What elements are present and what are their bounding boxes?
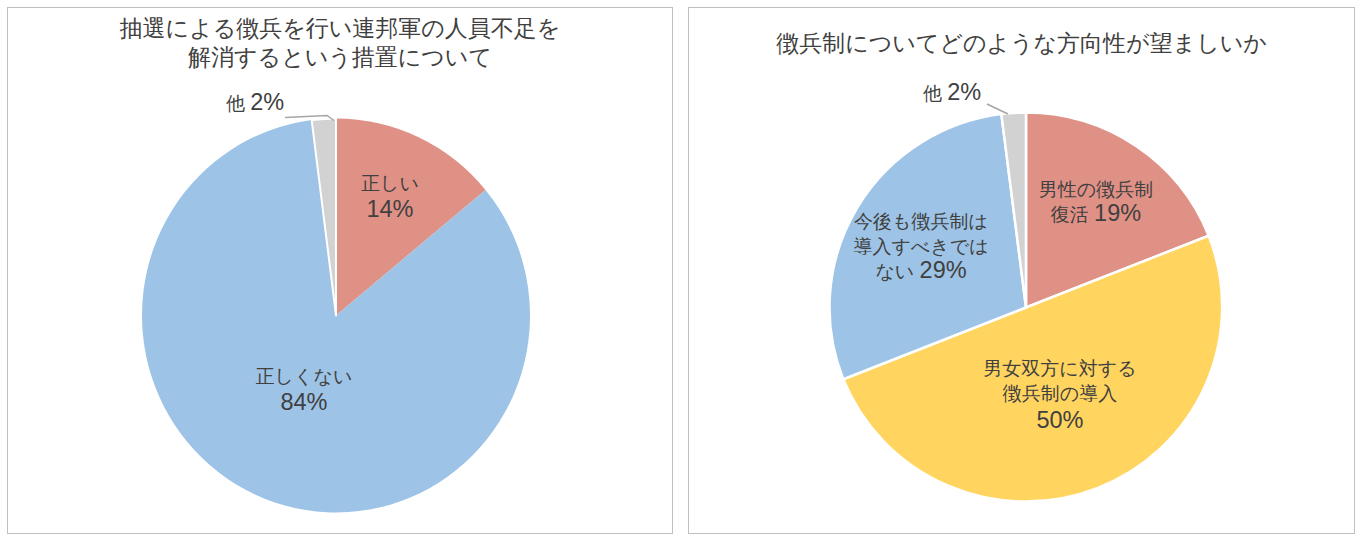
slice-label: 他 2% bbox=[226, 89, 284, 115]
chart-panel-right: 徴兵制についてどのような方向性が望ましいか 男性の徴兵制復活 19%男女双方に対… bbox=[688, 7, 1355, 534]
pie-chart-right: 男性の徴兵制復活 19%男女双方に対する徴兵制の導入50%今後も徴兵制は導入すべ… bbox=[689, 8, 1353, 531]
slice-label: 他 2% bbox=[923, 79, 981, 105]
pie-chart-left: 正しい14%正しくない84%他 2% bbox=[8, 8, 670, 531]
slice-label: 正しい14% bbox=[361, 173, 419, 222]
label-leader-line bbox=[987, 104, 1008, 114]
chart-panel-left: 抽選による徴兵を行い連邦軍の人員不足を 解消するという措置について 正しい14%… bbox=[7, 7, 673, 534]
